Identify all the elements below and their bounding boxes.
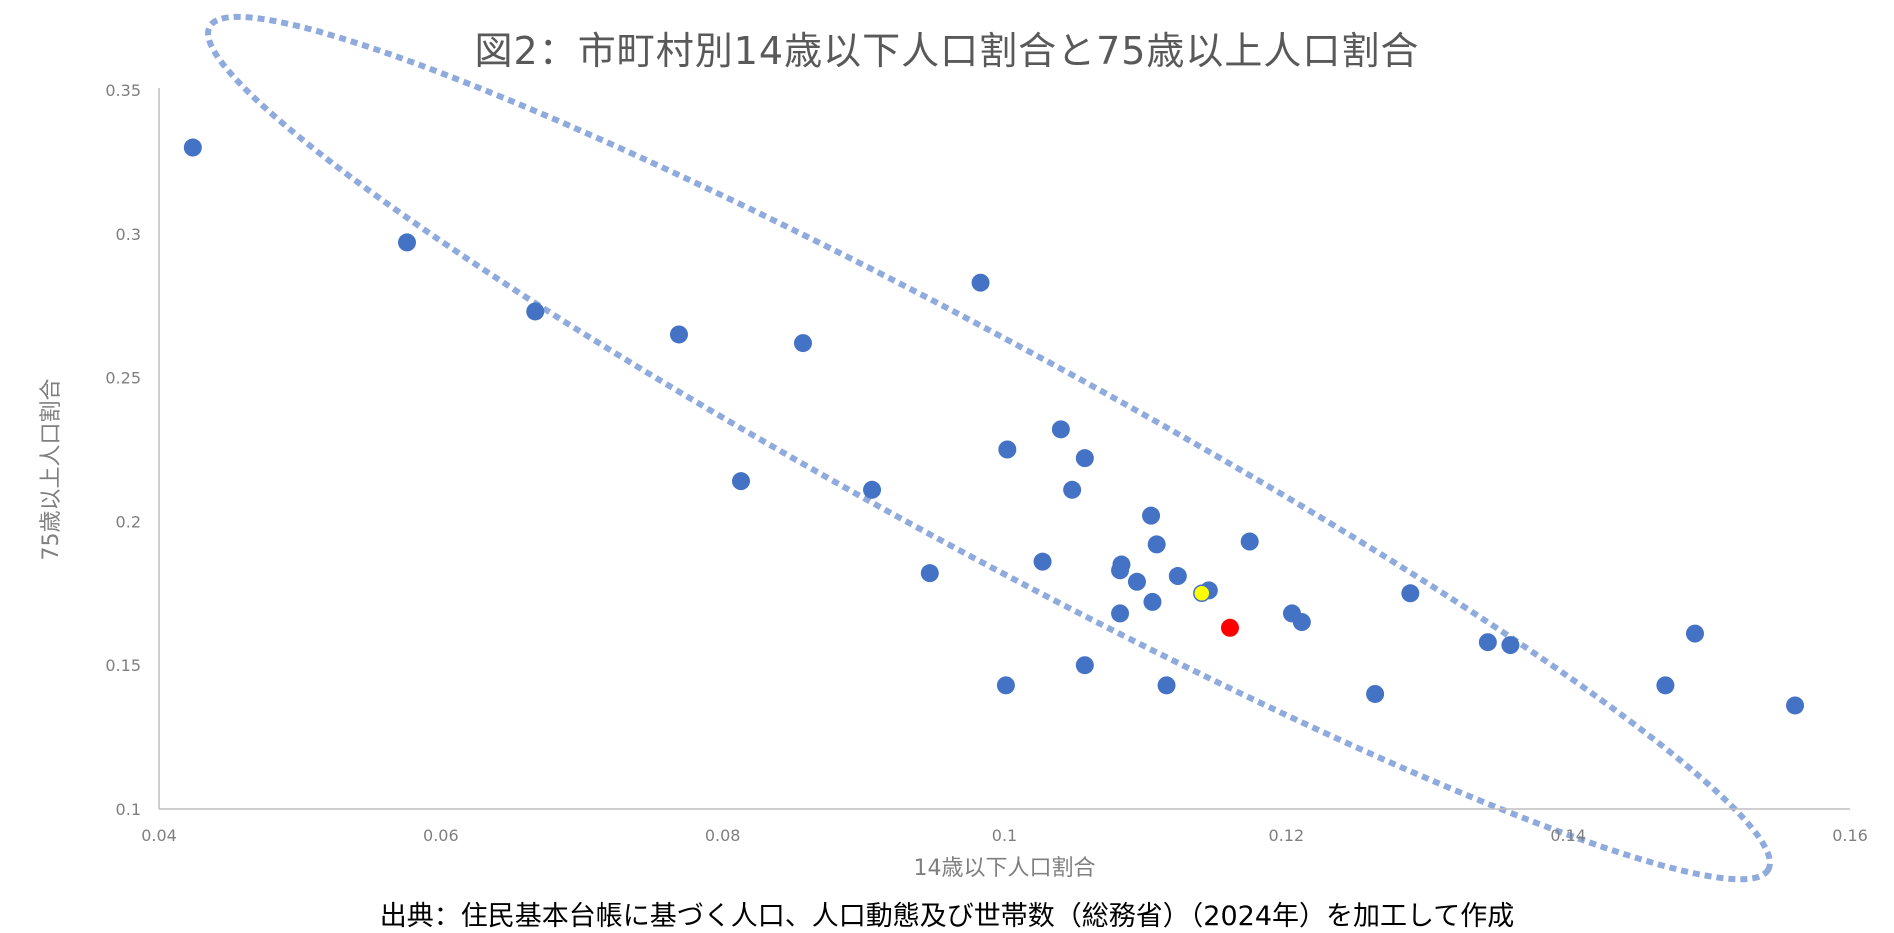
- data-point: [731, 472, 750, 491]
- ticks-layer: 0.04 0.06 0.08 0.1 0.12 0.14 0.16 0.1 0.15 0.2 0.2…: [105, 81, 1867, 845]
- y-axis-title: 75歳以上人口割合: [39, 379, 64, 561]
- y-tick-label: 0.25: [105, 369, 141, 388]
- data-point: [920, 564, 939, 583]
- y-tick-label: 0.35: [105, 81, 141, 100]
- data-point: [1147, 535, 1166, 554]
- data-point: [1142, 506, 1161, 525]
- data-point: [863, 480, 882, 499]
- data-point: [1240, 532, 1259, 551]
- x-tick-label: 0.1: [992, 826, 1017, 845]
- x-tick-label: 0.14: [1550, 826, 1586, 845]
- data-point: [1786, 696, 1805, 715]
- data-point: [183, 138, 202, 157]
- data-point: [398, 233, 417, 252]
- data-point: [1401, 584, 1420, 603]
- data-point: [1501, 636, 1520, 655]
- y-tick-label: 0.2: [116, 512, 141, 531]
- data-point: [1168, 567, 1187, 586]
- axes-layer: [158, 88, 1850, 810]
- x-axis-title: 14歳以下人口割合: [914, 856, 1096, 881]
- points-layer: [183, 138, 1805, 715]
- data-point: [1051, 420, 1070, 439]
- data-point: [669, 325, 688, 344]
- y-tick-label: 0.1: [116, 800, 141, 819]
- data-point: [1075, 656, 1094, 675]
- data-point: [998, 440, 1017, 459]
- data-point: [526, 302, 545, 321]
- x-tick-label: 0.16: [1832, 826, 1868, 845]
- x-tick-label: 0.04: [141, 826, 177, 845]
- data-point: [1478, 633, 1497, 652]
- data-point: [1075, 449, 1094, 468]
- source-note: 出典：住民基本台帳に基づく人口、人口動態及び世帯数（総務省）（2024年）を加工…: [379, 901, 1515, 932]
- data-point: [1112, 555, 1131, 574]
- data-point: [1063, 480, 1082, 499]
- highlight-point-red: [1220, 618, 1239, 637]
- data-point: [1111, 604, 1130, 623]
- data-point: [1685, 624, 1704, 643]
- data-point: [1033, 552, 1052, 571]
- data-point: [1157, 676, 1176, 695]
- highlight-point-yellow: [1193, 584, 1211, 603]
- ellipse-layer: [205, 13, 1773, 883]
- x-tick-label: 0.12: [1269, 826, 1305, 845]
- data-point: [1366, 684, 1385, 703]
- chart-title: 図2：市町村別14歳以下人口割合と75歳以上人口割合: [474, 29, 1420, 73]
- x-tick-label: 0.06: [423, 826, 459, 845]
- y-tick-label: 0.15: [105, 656, 141, 675]
- dashed-ellipse-annotation: [205, 13, 1773, 883]
- data-point: [1656, 676, 1675, 695]
- data-point: [1127, 572, 1146, 591]
- data-point: [1143, 592, 1162, 611]
- data-point: [1292, 613, 1311, 632]
- data-point: [971, 273, 990, 292]
- data-point: [996, 676, 1015, 695]
- y-tick-label: 0.3: [116, 225, 141, 244]
- data-point: [793, 334, 812, 353]
- x-tick-label: 0.08: [705, 826, 741, 845]
